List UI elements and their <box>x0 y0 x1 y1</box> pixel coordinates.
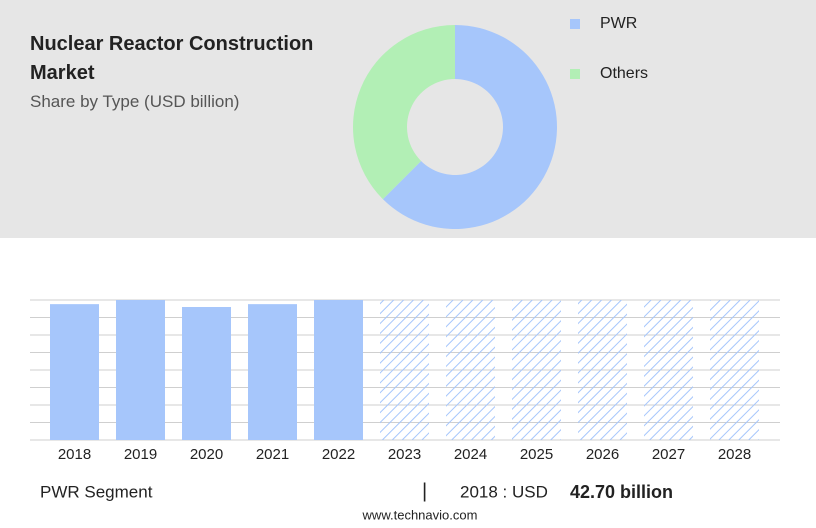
donut-slice <box>353 25 455 200</box>
x-tick-label: 2021 <box>256 446 289 463</box>
forecast-bar <box>644 300 693 440</box>
bar <box>50 304 99 440</box>
x-tick-label: 2026 <box>586 446 619 463</box>
forecast-bar <box>446 300 495 440</box>
x-tick-label: 2020 <box>190 446 223 463</box>
x-tick-label: 2023 <box>388 446 421 463</box>
legend-label: Others <box>600 65 648 82</box>
footer-year: 2018 : USD <box>460 482 548 501</box>
forecast-bar <box>710 300 759 440</box>
chart-title: Nuclear Reactor Construction Market <box>30 33 314 84</box>
x-tick-label: 2022 <box>322 446 355 463</box>
legend-swatch <box>570 19 580 29</box>
legend-swatch <box>570 69 580 79</box>
legend-label: PWR <box>600 15 637 32</box>
chart-subtitle: Share by Type (USD billion) <box>30 92 240 111</box>
footer-separator: | <box>422 480 427 502</box>
footer-segment: PWR Segment <box>40 482 153 501</box>
x-tick-label: 2028 <box>718 446 751 463</box>
x-tick-label: 2024 <box>454 446 487 463</box>
footer-url: www.technavio.com <box>362 507 478 522</box>
x-tick-label: 2027 <box>652 446 685 463</box>
x-tick-label: 2019 <box>124 446 157 463</box>
forecast-bar <box>380 300 429 440</box>
footer-value: 42.70 billion <box>570 482 673 502</box>
x-tick-label: 2025 <box>520 446 553 463</box>
bar <box>182 307 231 440</box>
bar <box>248 304 297 440</box>
forecast-bar <box>512 300 561 440</box>
donut-slice <box>382 25 557 230</box>
bar <box>314 300 363 440</box>
x-tick-label: 2018 <box>58 446 91 463</box>
forecast-bar <box>578 300 627 440</box>
bar <box>116 300 165 440</box>
